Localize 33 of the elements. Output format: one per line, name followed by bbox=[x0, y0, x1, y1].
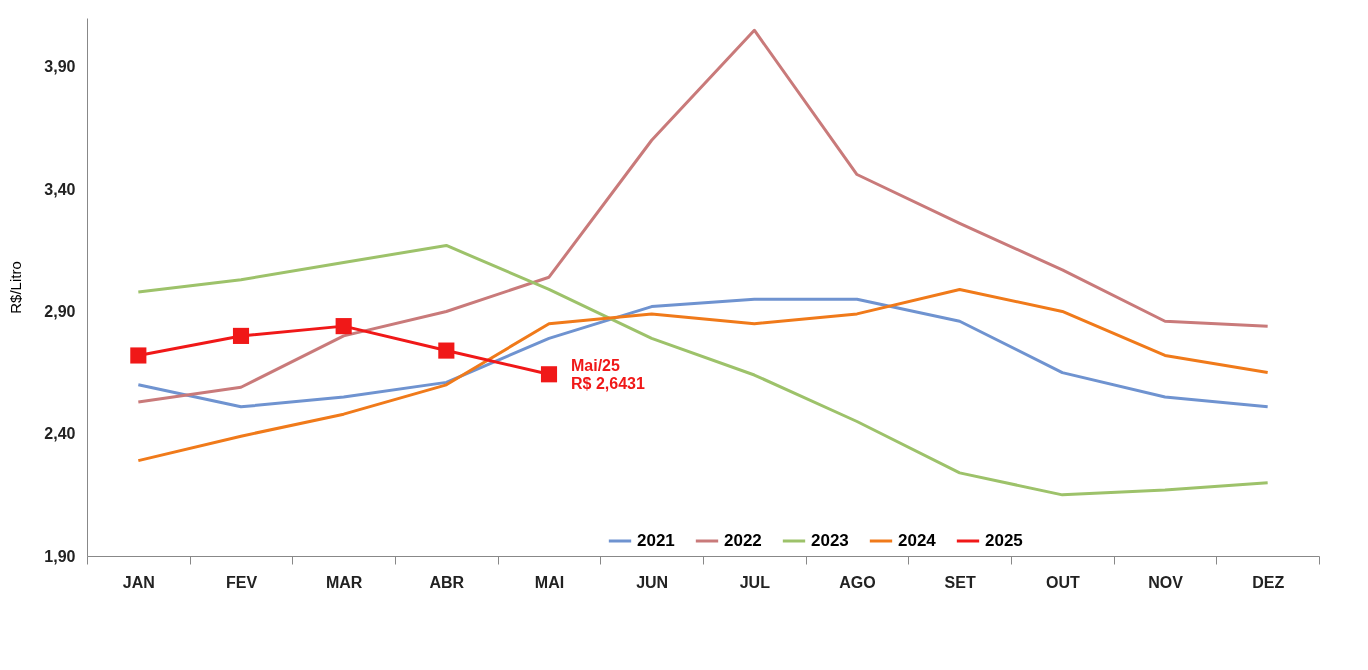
x-tick-label: AGO bbox=[839, 573, 876, 591]
legend-label: 2025 bbox=[985, 531, 1023, 550]
annotation: Mai/25 R$ 2,6431 bbox=[571, 357, 645, 393]
point bbox=[438, 342, 455, 359]
y-axis-title: R$/Litro bbox=[7, 261, 25, 314]
x-tick-label: MAI bbox=[534, 573, 565, 591]
y-tick-label: 3,90 bbox=[44, 58, 76, 76]
point bbox=[130, 347, 147, 364]
x-tick-label: ABR bbox=[429, 573, 465, 591]
point bbox=[335, 318, 352, 335]
legend-label: 2023 bbox=[811, 531, 849, 550]
x-tick-label: JAN bbox=[122, 573, 155, 591]
line-series bbox=[136, 297, 1270, 409]
x-tick-label: NOV bbox=[1148, 573, 1184, 591]
x-tick-label: OUT bbox=[1045, 573, 1080, 591]
line-series bbox=[136, 28, 1270, 404]
line-series bbox=[136, 287, 1270, 463]
x-tick-label: FEV bbox=[225, 573, 258, 591]
point bbox=[232, 327, 250, 344]
point bbox=[540, 366, 558, 383]
x-tick-label: SET bbox=[944, 573, 976, 591]
x-tick-label: JUL bbox=[739, 573, 771, 591]
legend-label: 2021 bbox=[637, 531, 675, 550]
y-tick-label: 2,40 bbox=[44, 425, 76, 443]
x-tick-label: JUN bbox=[636, 573, 669, 591]
y-tick-label: 3,40 bbox=[44, 180, 76, 198]
y-tick-label: 2,90 bbox=[44, 302, 76, 320]
legend-label: 2022 bbox=[724, 531, 762, 550]
line-series bbox=[136, 243, 1270, 497]
legend-label: 2024 bbox=[898, 531, 937, 550]
y-tick-label: 1,90 bbox=[44, 547, 76, 565]
x-tick-label: MAR bbox=[325, 573, 363, 591]
x-tick-label: DEZ bbox=[1252, 573, 1285, 591]
